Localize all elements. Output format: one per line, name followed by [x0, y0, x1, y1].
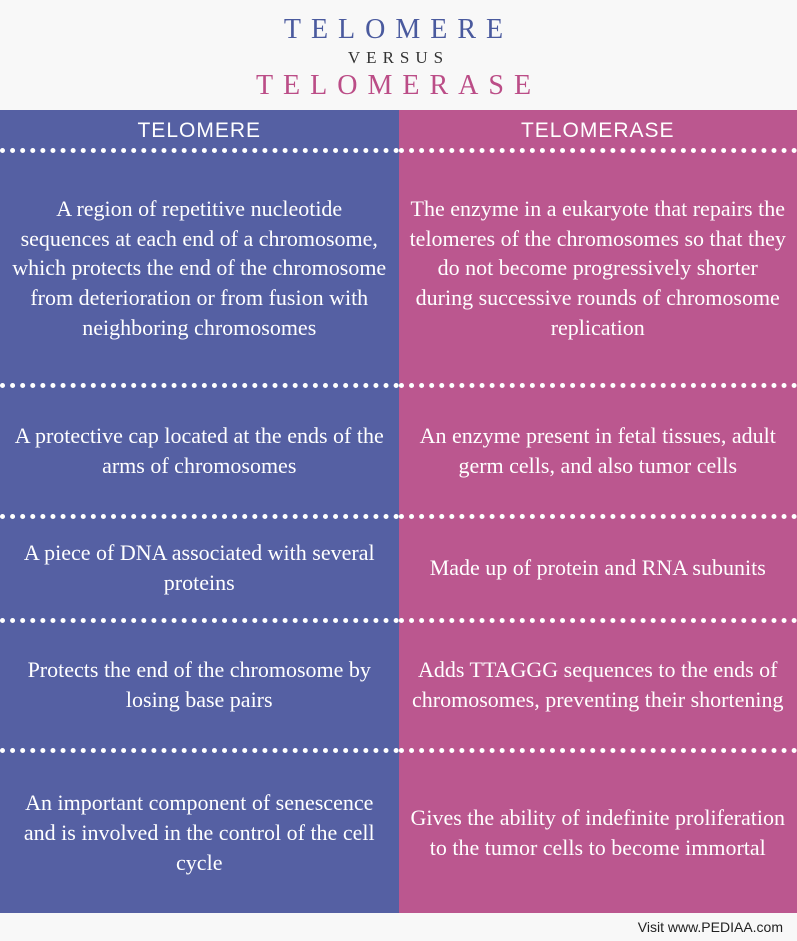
versus-label: VERSUS — [0, 48, 797, 68]
column-header-left: TELOMERE — [0, 110, 399, 148]
cell-left-1: A protective cap located at the ends of … — [0, 383, 399, 513]
cell-left-0: A region of repetitive nucleotide sequen… — [0, 148, 399, 383]
column-telomere: TELOMERE A region of repetitive nucleoti… — [0, 110, 399, 913]
cell-right-2: Made up of protein and RNA subunits — [399, 514, 797, 618]
cell-left-2: A piece of DNA associated with several p… — [0, 514, 399, 618]
header: TELOMERE VERSUS TELOMERASE — [0, 0, 797, 110]
cell-right-0: The enzyme in a eukaryote that repairs t… — [399, 148, 797, 383]
footer-credit: Visit www.PEDIAA.com — [0, 913, 797, 941]
title-telomerase: TELOMERASE — [0, 70, 797, 102]
column-telomerase: TELOMERASE The enzyme in a eukaryote tha… — [399, 110, 797, 913]
cell-right-3: Adds TTAGGG sequences to the ends of chr… — [399, 618, 797, 748]
cell-right-4: Gives the ability of indefinite prolifer… — [399, 748, 797, 913]
cell-right-1: An enzyme present in fetal tissues, adul… — [399, 383, 797, 513]
cell-left-4: An important component of senescence and… — [0, 748, 399, 913]
cell-left-3: Protects the end of the chromosome by lo… — [0, 618, 399, 748]
column-header-right: TELOMERASE — [399, 110, 797, 148]
comparison-columns: TELOMERE A region of repetitive nucleoti… — [0, 110, 797, 913]
title-telomere: TELOMERE — [0, 14, 797, 46]
